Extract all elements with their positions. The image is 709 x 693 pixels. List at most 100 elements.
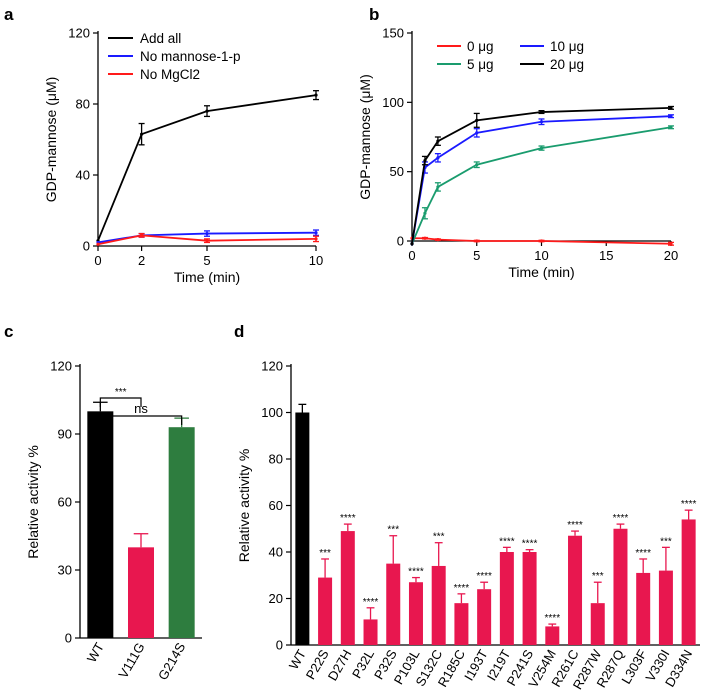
legend-label: No MgCl2 bbox=[140, 67, 200, 82]
data-point bbox=[475, 118, 479, 122]
bar-V111G bbox=[128, 547, 154, 638]
x-tick-label: 0 bbox=[94, 253, 101, 268]
x-axis-title: Time (min) bbox=[174, 269, 240, 285]
data-point bbox=[205, 239, 209, 243]
legend-label: 10 μg bbox=[550, 39, 584, 54]
data-point bbox=[205, 231, 209, 236]
bar-D27H bbox=[340, 531, 355, 645]
data-point bbox=[140, 132, 144, 136]
bar-D334N bbox=[681, 519, 696, 645]
y-tick-label: 100 bbox=[382, 95, 404, 110]
x-tick-label: 2 bbox=[138, 253, 145, 268]
chart-b: 0 50 100 150 0 5 10 15 20 Time (min) GDP-mannose (… bbox=[357, 26, 678, 281]
bar-S132C bbox=[431, 565, 446, 645]
y-axis-title: GDP-mannose (μM) bbox=[357, 74, 373, 200]
data-point bbox=[314, 93, 318, 97]
y-tick-label: 40 bbox=[76, 168, 90, 183]
panel-label-d: d bbox=[234, 322, 244, 341]
bar-R287Q bbox=[613, 528, 628, 645]
significance-bracket bbox=[99, 415, 183, 425]
y-axis-title: GDP-mannose (μM) bbox=[43, 77, 59, 203]
significance-label: **** bbox=[635, 548, 651, 559]
y-axis-title: Relative activity % bbox=[25, 445, 41, 559]
y-tick-label: 150 bbox=[382, 26, 404, 41]
x-tick-label: 0 bbox=[408, 248, 415, 263]
bar-WT bbox=[87, 411, 114, 638]
data-point bbox=[539, 110, 544, 114]
bar-I219T bbox=[499, 552, 514, 645]
y-tick-label: 0 bbox=[397, 234, 404, 249]
significance-label: *** bbox=[660, 536, 672, 547]
y-tick-label: 120 bbox=[50, 359, 72, 374]
bar-V254M bbox=[545, 626, 560, 645]
significance-label: **** bbox=[340, 513, 356, 524]
y-tick-label: 0 bbox=[83, 239, 90, 254]
y-tick-label: 100 bbox=[261, 405, 283, 420]
significance-bracket bbox=[99, 397, 142, 407]
significance-label: **** bbox=[363, 597, 379, 608]
significance-label: **** bbox=[408, 567, 424, 578]
y-tick-label: 120 bbox=[68, 26, 90, 41]
x-tick-label: 5 bbox=[473, 248, 480, 263]
chart-a: 0 40 80 120 0 2 5 10 Time (min) GDP-mannose (μM) A… bbox=[43, 26, 323, 286]
x-tick-label: 10 bbox=[309, 253, 323, 268]
x-tick-label: 10 bbox=[534, 248, 548, 263]
data-point bbox=[410, 242, 414, 246]
significance-label: **** bbox=[454, 583, 470, 594]
data-point bbox=[539, 146, 544, 150]
data-point bbox=[423, 211, 427, 215]
significance-label: **** bbox=[476, 571, 492, 582]
data-point bbox=[539, 120, 544, 124]
bar-P32S bbox=[386, 563, 401, 645]
data-point bbox=[539, 239, 544, 243]
data-point bbox=[140, 233, 144, 237]
y-tick-label: 60 bbox=[58, 495, 72, 510]
bar-R287W bbox=[590, 603, 605, 645]
data-point bbox=[436, 238, 440, 242]
panel-label-b: b bbox=[369, 5, 379, 24]
bar-R185C bbox=[454, 603, 469, 645]
y-tick-label: 0 bbox=[65, 631, 72, 646]
significance-label: *** bbox=[115, 387, 127, 398]
y-tick-label: 120 bbox=[261, 359, 283, 374]
significance-label: **** bbox=[522, 539, 538, 550]
data-point bbox=[436, 185, 440, 189]
significance-label: *** bbox=[433, 532, 445, 543]
y-tick-label: 90 bbox=[58, 427, 72, 442]
data-point bbox=[205, 109, 209, 113]
y-tick-label: 80 bbox=[269, 452, 283, 467]
y-tick-label: 40 bbox=[269, 545, 283, 560]
y-tick-label: 50 bbox=[390, 164, 404, 179]
bar-G214S bbox=[168, 427, 195, 638]
significance-label: *** bbox=[592, 571, 604, 582]
x-tick-label: G214S bbox=[155, 640, 188, 683]
x-tick-label: 5 bbox=[203, 253, 210, 268]
series-line bbox=[411, 126, 672, 245]
y-axis-title: Relative activity % bbox=[236, 449, 252, 563]
significance-label: **** bbox=[567, 520, 583, 531]
bar-P22S bbox=[318, 577, 333, 645]
series-line bbox=[411, 106, 672, 244]
data-point bbox=[96, 242, 100, 246]
x-tick-label: WT bbox=[84, 640, 107, 665]
significance-label: ns bbox=[134, 401, 148, 416]
significance-label: *** bbox=[387, 525, 399, 536]
legend-label: 0 μg bbox=[467, 39, 494, 54]
bar-P32L bbox=[363, 619, 378, 645]
legend-label: 20 μg bbox=[550, 57, 584, 72]
data-point bbox=[475, 239, 479, 243]
x-tick-label: 20 bbox=[664, 248, 678, 263]
data-point bbox=[669, 242, 673, 246]
x-tick-label: V111G bbox=[115, 640, 147, 681]
data-point bbox=[314, 231, 318, 235]
chart-c: 0 30 60 90 120 Relative activity % WT V111G G214… bbox=[25, 359, 202, 683]
data-point bbox=[669, 106, 673, 110]
panel-label-a: a bbox=[4, 5, 14, 24]
data-point bbox=[423, 158, 427, 163]
x-tick-label: D27H bbox=[325, 647, 355, 683]
data-point bbox=[436, 156, 440, 160]
y-tick-label: 80 bbox=[76, 97, 90, 112]
y-tick-label: 60 bbox=[269, 498, 283, 513]
